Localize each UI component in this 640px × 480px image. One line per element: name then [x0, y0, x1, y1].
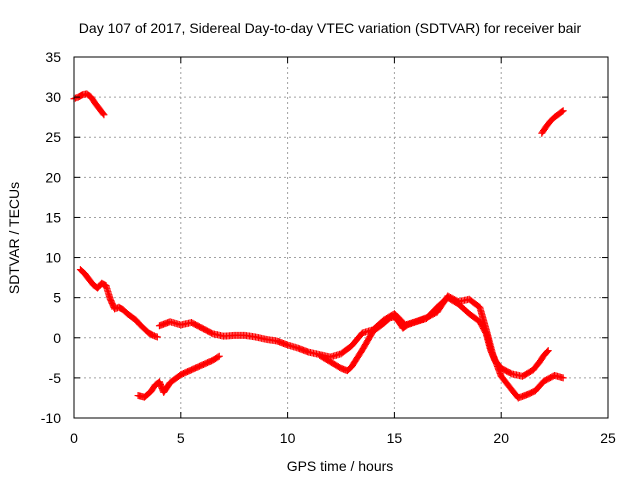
data-series [70, 90, 567, 402]
y-tick-label: 25 [45, 129, 61, 145]
x-tick-label: 10 [280, 430, 296, 446]
x-axis-title: GPS time / hours [287, 458, 394, 474]
y-tick-label: 20 [45, 169, 61, 185]
data-point [544, 347, 552, 355]
data-point [559, 107, 567, 115]
x-tick-label: 25 [600, 430, 616, 446]
data-point [214, 353, 222, 361]
data-point [153, 333, 161, 341]
data-point [559, 374, 567, 382]
y-tick-label: 15 [45, 209, 61, 225]
y-tick-label: 35 [45, 49, 61, 65]
data-point [99, 110, 107, 118]
y-tick-label: 10 [45, 250, 61, 266]
series-track-c [134, 352, 223, 401]
x-tick-label: 15 [387, 430, 403, 446]
y-tick-label: -10 [41, 410, 61, 426]
data-point [215, 352, 223, 360]
plot-frame [73, 56, 609, 419]
x-tick-label: 0 [70, 430, 78, 446]
data-point [543, 348, 551, 356]
axis-ticks: 0 5 10 15 20 25 -10 -5 0 5 10 15 20 25 30 35 [41, 49, 616, 446]
data-point [100, 111, 108, 119]
series-high-end [538, 107, 567, 137]
series-track-a [76, 266, 161, 341]
y-tick-label: 30 [45, 89, 61, 105]
x-tick-label: 20 [493, 430, 509, 446]
y-tick-label: 0 [53, 330, 61, 346]
y-tick-label: 5 [53, 290, 61, 306]
x-tick-label: 5 [177, 430, 185, 446]
data-point [558, 108, 566, 116]
series-track-d [316, 292, 567, 402]
chart-title: Day 107 of 2017, Sidereal Day-to-day VTE… [79, 20, 582, 36]
y-tick-label: -5 [49, 370, 62, 386]
y-axis-title: SDTVAR / TECUs [6, 182, 22, 294]
